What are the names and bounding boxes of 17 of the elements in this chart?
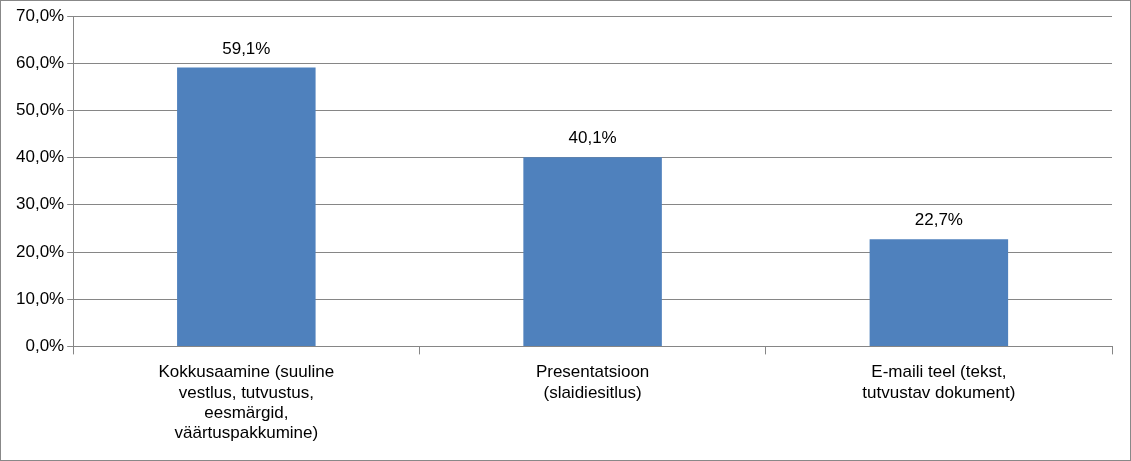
x-tick-label: E-maili teel (tekst, tutvustav dokument) bbox=[862, 362, 1016, 402]
data-label: 22,7% bbox=[914, 210, 963, 230]
y-tick-label: 0,0% bbox=[25, 336, 65, 356]
bar bbox=[869, 239, 1009, 346]
bar bbox=[523, 157, 662, 346]
y-tick-label: 40,0% bbox=[16, 147, 65, 167]
y-tick-label: 10,0% bbox=[16, 288, 65, 308]
bar bbox=[177, 67, 316, 346]
y-tick-label: 20,0% bbox=[16, 241, 65, 261]
y-tick-label: 60,0% bbox=[16, 52, 65, 72]
y-tick-label: 70,0% bbox=[16, 5, 65, 25]
x-tick-label: Presentatsioon (slaidiesitlus) bbox=[535, 362, 650, 402]
data-label: 59,1% bbox=[222, 38, 271, 58]
data-label: 40,1% bbox=[568, 128, 617, 148]
x-tick-label: Kokkusaamine (suuline vestlus, tutvustus, eesmärgid, väärtuspakkumine) bbox=[158, 362, 335, 443]
y-tick-label: 50,0% bbox=[16, 100, 65, 120]
y-tick-label: 30,0% bbox=[16, 194, 65, 214]
